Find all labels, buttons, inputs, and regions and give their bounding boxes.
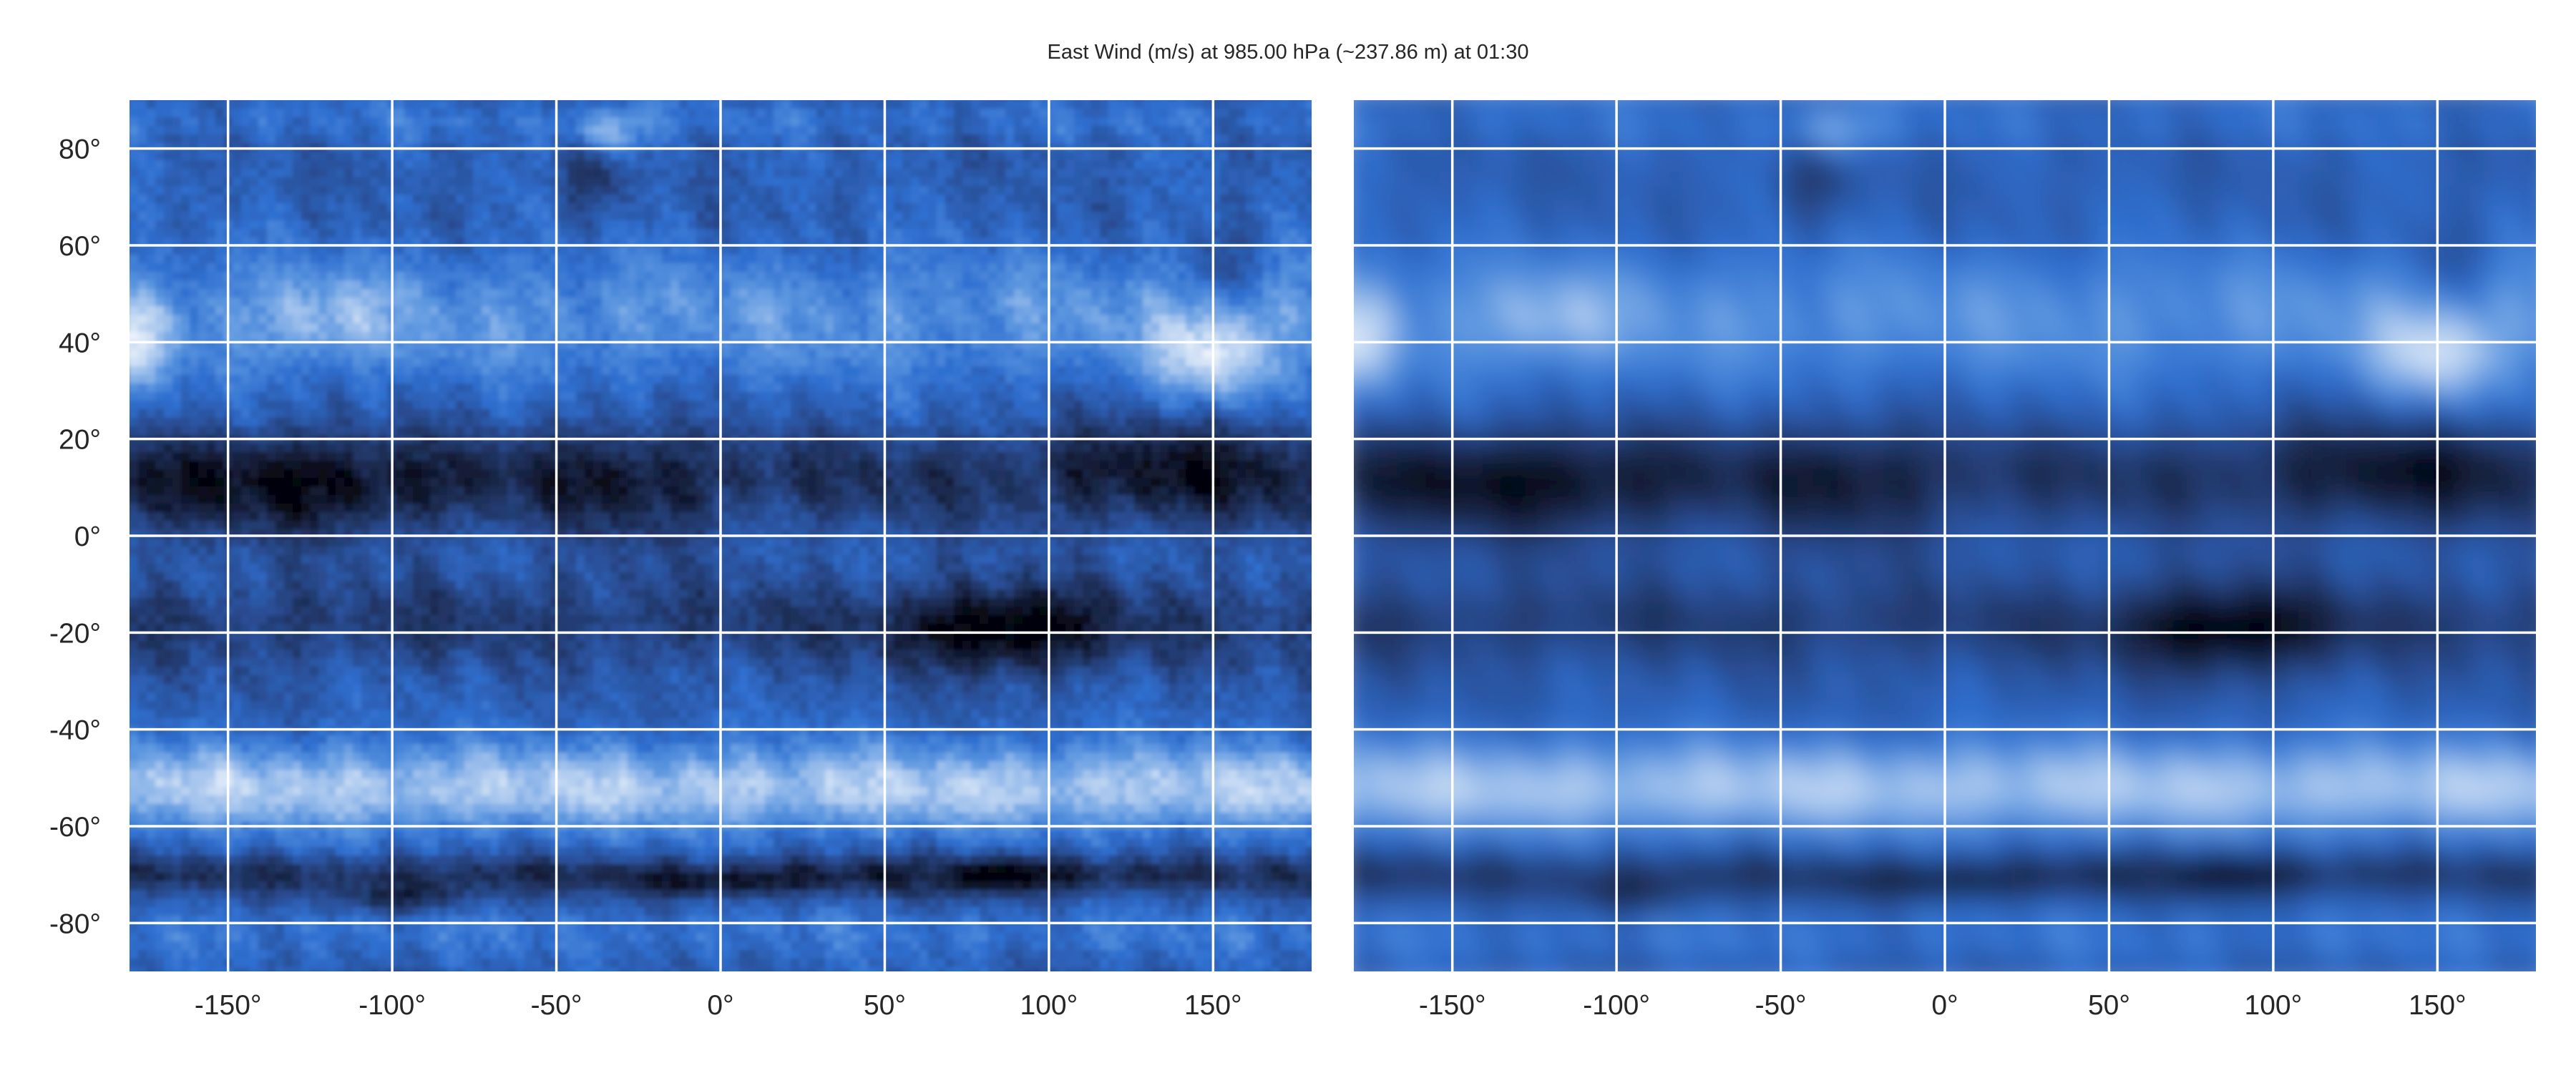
x-tick-label: -100° [358, 990, 426, 1021]
x-tick-label: 100° [2245, 990, 2303, 1021]
gridlines [1354, 100, 2536, 971]
y-tick-label: -60° [49, 812, 101, 843]
chart-title: East Wind (m/s) at 985.00 hPa (~237.86 m… [1048, 41, 1529, 64]
x-tick-label: -150° [195, 990, 262, 1021]
x-tick-label: -50° [1755, 990, 1807, 1021]
wind-field-raster [1354, 100, 2536, 971]
y-tick-label: -40° [49, 715, 101, 746]
y-tick-label: -20° [49, 618, 101, 649]
x-tick-label: -150° [1419, 990, 1486, 1021]
x-tick-label: 50° [2088, 990, 2130, 1021]
x-tick-label: 0° [707, 990, 733, 1021]
y-tick-label: 40° [59, 328, 101, 358]
x-tick-label: 150° [1184, 990, 1242, 1021]
y-tick-label: 60° [59, 231, 101, 262]
y-tick-label: 0° [74, 521, 101, 552]
y-tick-label: 80° [59, 134, 101, 165]
x-tick-label: -100° [1583, 990, 1650, 1021]
x-tick-label: 150° [2409, 990, 2467, 1021]
x-tick-label: -50° [531, 990, 582, 1021]
x-tick-label: 100° [1020, 990, 1078, 1021]
y-tick-label: -80° [49, 908, 101, 939]
map-panel-left: -150° -100° -50° 0° 50° 100° 150° 80° 60° 40° 20° 0… [49, 100, 1312, 1021]
map-panel-right: -150° -100° -50° 0° 50° 100° 150° [1354, 100, 2536, 1021]
y-tick-label: 20° [59, 425, 101, 456]
x-tick-label: 50° [864, 990, 906, 1021]
x-tick-label: 0° [1931, 990, 1958, 1021]
gridlines [130, 100, 1312, 971]
wind-field-raster [130, 100, 1312, 971]
